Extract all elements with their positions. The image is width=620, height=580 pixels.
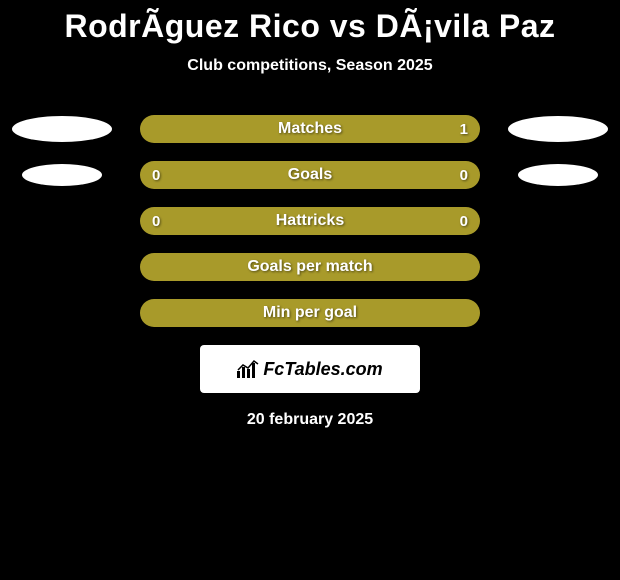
logo-text: FcTables.com [263,359,382,380]
left-ellipse [22,164,102,186]
source-logo: FcTables.com [200,345,420,393]
stat-label: Min per goal [263,304,357,322]
footer-date: 20 february 2025 [0,411,620,429]
stat-rows: Matches 1 0 Goals 0 0 Hattricks 0 Goals per matc… [0,115,620,327]
stat-row: 0 Hattricks 0 [0,207,620,235]
stat-right-value: 1 [460,121,468,138]
page-title: RodrÃ­guez Rico vs DÃ¡vila Paz [0,8,620,45]
stat-bar: Goals per match [140,253,480,281]
stat-bar: 0 Goals 0 [140,161,480,189]
stat-bar: Matches 1 [140,115,480,143]
right-ellipse-slot [498,116,618,142]
stat-left-value: 0 [152,213,160,230]
stat-row: Goals per match [0,253,620,281]
right-ellipse [508,116,608,142]
left-ellipse [12,116,112,142]
stat-row: Matches 1 [0,115,620,143]
left-ellipse-slot [2,164,122,186]
stat-label: Goals per match [247,258,372,276]
stat-label: Hattricks [276,212,344,230]
chart-icon [237,360,259,378]
stat-row: Min per goal [0,299,620,327]
stat-label: Goals [288,166,332,184]
page-subtitle: Club competitions, Season 2025 [0,57,620,75]
left-ellipse-slot [2,116,122,142]
stat-left-value: 0 [152,167,160,184]
stat-row: 0 Goals 0 [0,161,620,189]
right-ellipse [518,164,598,186]
stat-right-value: 0 [460,213,468,230]
right-ellipse-slot [498,164,618,186]
stat-bar: Min per goal [140,299,480,327]
stat-label: Matches [278,120,342,138]
stat-right-value: 0 [460,167,468,184]
comparison-infographic: RodrÃ­guez Rico vs DÃ¡vila Paz Club comp… [0,0,620,429]
stat-bar: 0 Hattricks 0 [140,207,480,235]
